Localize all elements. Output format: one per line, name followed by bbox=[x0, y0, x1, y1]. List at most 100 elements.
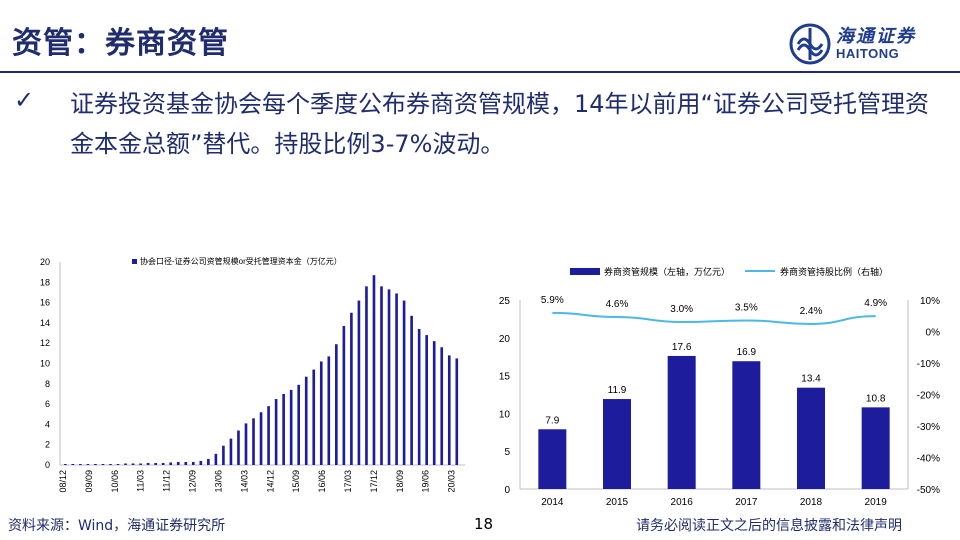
y-tick-label: 12 bbox=[40, 338, 50, 348]
bar-data-label: 16.9 bbox=[737, 347, 757, 358]
chart-aum-annual-svg: 0 5 10 15 20 25 10% 0% -10% -20% -30% -40% -50% 券商资管规… bbox=[499, 266, 941, 508]
footer-source: 资料来源：Wind，海通证券研究所 bbox=[8, 518, 226, 534]
y-tick-label: 20 bbox=[40, 257, 50, 267]
bar bbox=[297, 384, 301, 465]
chart-aum-history: 0 2 4 6 8 10 12 14 16 18 20 协会口径-证券公司资管规模or受托管理资本金（… bbox=[20, 250, 480, 500]
x-tick-label: 2017 bbox=[735, 497, 758, 508]
x-tick-label: 09/09 bbox=[84, 470, 94, 493]
bar-data-label: 13.4 bbox=[801, 374, 821, 385]
bar bbox=[131, 463, 135, 465]
holding-ratio-line bbox=[552, 311, 876, 325]
bar-data-label: 17.6 bbox=[672, 342, 692, 353]
right-y-tick-label: -40% bbox=[917, 454, 940, 465]
bar bbox=[252, 418, 255, 465]
bar-data-label: 7.9 bbox=[545, 415, 559, 426]
bar bbox=[169, 462, 173, 465]
x-tick-label: 11/03 bbox=[136, 470, 146, 492]
x-tick-label: 2016 bbox=[671, 497, 694, 508]
bar bbox=[214, 453, 218, 465]
bar bbox=[259, 412, 263, 465]
bar bbox=[71, 463, 75, 465]
bar bbox=[365, 286, 368, 465]
bar bbox=[417, 328, 421, 465]
chart-aum-history-svg: 0 2 4 6 8 10 12 14 16 18 20 协会口径-证券公司资管规模or受托管理资本金（… bbox=[40, 256, 465, 493]
bar bbox=[538, 429, 567, 489]
left-y-tick-label: 0 bbox=[504, 485, 510, 496]
bar bbox=[447, 355, 451, 465]
x-tick-label: 13/06 bbox=[213, 470, 223, 493]
bullet-text: 证券投资基金协会每个季度公布券商资管规模，14年以前用“证券公司受托管理资金本金… bbox=[70, 90, 929, 158]
legend-swatch bbox=[132, 259, 137, 264]
bar bbox=[154, 462, 157, 465]
left-y-tick-label: 20 bbox=[499, 334, 511, 345]
bar bbox=[94, 463, 97, 465]
bar bbox=[222, 445, 225, 465]
right-y-tick-label: 0% bbox=[926, 328, 941, 339]
x-tick-label: 14/03 bbox=[239, 470, 249, 493]
logo-english-name: HAITONG bbox=[836, 46, 900, 61]
right-y-tick-label: -30% bbox=[917, 422, 940, 433]
haitong-logo: 海通证券 HAITONG bbox=[788, 22, 938, 66]
bar bbox=[327, 356, 331, 465]
right-y-tick-label: 10% bbox=[920, 296, 940, 307]
x-tick-label: 15/09 bbox=[291, 470, 301, 493]
logo-chinese-name: 海通证券 bbox=[836, 26, 916, 47]
bar bbox=[146, 462, 150, 465]
bar bbox=[237, 430, 240, 465]
x-tick-label: 20/03 bbox=[447, 470, 457, 493]
bar bbox=[425, 335, 428, 465]
line-data-label: 5.9% bbox=[541, 295, 564, 306]
x-tick-label: 17/03 bbox=[343, 470, 353, 493]
right-y-tick-label: -50% bbox=[917, 485, 940, 496]
bar bbox=[402, 300, 406, 465]
x-tick-label: 2015 bbox=[606, 497, 629, 508]
checkmark-icon: ✓ bbox=[14, 86, 35, 114]
bar bbox=[116, 463, 120, 465]
left-y-tick-label: 15 bbox=[499, 372, 511, 383]
bar bbox=[410, 315, 413, 465]
right-y-tick-label: -10% bbox=[917, 359, 940, 370]
x-tick-label: 2014 bbox=[541, 497, 564, 508]
legend-line-label: 券商资管持股比例（右轴） bbox=[780, 266, 888, 277]
bar bbox=[380, 286, 383, 465]
bar bbox=[440, 347, 444, 465]
bar bbox=[797, 387, 825, 489]
left-y-tick-label: 10 bbox=[499, 409, 511, 420]
footer-disclaimer: 请务必阅读正文之后的信息披露和法律声明 bbox=[636, 518, 902, 534]
bar bbox=[312, 369, 316, 465]
bar bbox=[667, 355, 696, 489]
bar bbox=[244, 423, 248, 465]
x-tick-label: 2018 bbox=[800, 497, 823, 508]
bar bbox=[86, 463, 90, 465]
bar bbox=[199, 460, 203, 465]
bar bbox=[282, 393, 285, 465]
left-y-tick-label: 25 bbox=[499, 296, 511, 307]
x-tick-label: 12/09 bbox=[188, 470, 198, 493]
bar bbox=[319, 361, 323, 465]
bar bbox=[124, 463, 127, 465]
bar bbox=[732, 361, 761, 489]
legend-bar-label: 券商资管规模（左轴，万亿元） bbox=[604, 266, 730, 277]
x-tick-label: 08/12 bbox=[58, 470, 68, 493]
chart-aum-annual: 0 5 10 15 20 25 10% 0% -10% -20% -30% -40% -50% 券商资管规… bbox=[490, 258, 950, 510]
line-data-label: 2.4% bbox=[800, 306, 823, 317]
left-y-tick-label: 5 bbox=[504, 447, 510, 458]
bar bbox=[350, 312, 353, 465]
page-title: 资管：券商资管 bbox=[12, 26, 229, 61]
bar bbox=[861, 407, 890, 489]
bar bbox=[342, 325, 346, 465]
y-tick-label: 2 bbox=[45, 440, 50, 450]
haitong-emblem-icon bbox=[789, 23, 831, 65]
bar bbox=[432, 341, 436, 465]
bar bbox=[101, 463, 105, 465]
x-tick-label: 2019 bbox=[865, 497, 888, 508]
x-tick-label: 18/09 bbox=[395, 470, 405, 493]
bar bbox=[372, 275, 376, 465]
bar bbox=[79, 463, 82, 465]
bar bbox=[267, 406, 270, 465]
bar bbox=[304, 376, 308, 465]
bar bbox=[274, 399, 278, 465]
x-tick-label: 19/06 bbox=[421, 470, 431, 493]
y-tick-label: 18 bbox=[40, 277, 50, 287]
y-tick-label: 8 bbox=[45, 379, 50, 389]
